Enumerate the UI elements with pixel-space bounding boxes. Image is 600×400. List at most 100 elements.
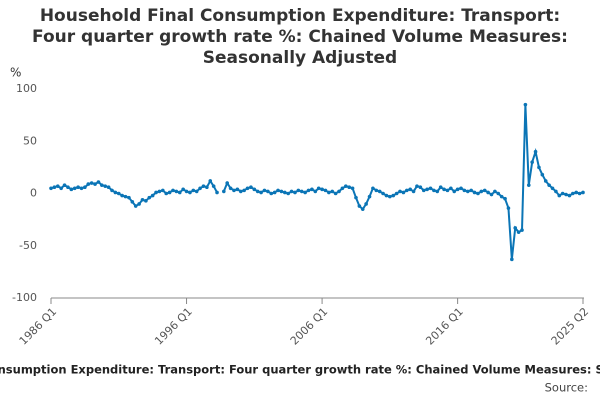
data-point	[567, 193, 572, 198]
data-point	[327, 190, 331, 195]
data-point	[140, 197, 145, 202]
data-point	[120, 193, 124, 198]
data-point	[347, 185, 351, 190]
data-point	[581, 190, 585, 195]
data-point	[255, 189, 260, 194]
data-point	[506, 206, 511, 210]
data-point	[560, 191, 565, 196]
data-point	[93, 182, 97, 186]
data-point	[316, 186, 321, 191]
data-point	[164, 191, 169, 196]
data-point	[215, 190, 219, 195]
series-line	[50, 104, 584, 260]
data-point	[543, 179, 548, 183]
data-point	[320, 187, 324, 192]
data-point	[520, 228, 524, 232]
data-point	[557, 193, 562, 198]
data-point	[571, 191, 575, 196]
data-point	[103, 184, 108, 188]
data-point	[418, 185, 423, 190]
data-point	[357, 204, 362, 208]
data-point	[350, 186, 355, 191]
y-tick-label: 100	[16, 82, 37, 95]
data-point	[205, 185, 209, 190]
data-point	[526, 183, 531, 187]
data-point	[574, 190, 579, 195]
data-point	[238, 189, 243, 194]
data-point	[52, 185, 57, 190]
data-point	[530, 160, 534, 164]
data-point	[537, 165, 541, 170]
data-point	[177, 190, 182, 195]
data-point	[493, 189, 497, 194]
data-point	[272, 190, 277, 195]
data-point	[523, 102, 528, 107]
data-point	[100, 183, 104, 187]
data-point	[564, 192, 568, 197]
data-point	[435, 189, 440, 194]
data-point	[371, 186, 375, 191]
data-point	[222, 189, 226, 194]
data-point	[510, 257, 514, 262]
chart-title: Household Final Consumption Expenditure:…	[32, 6, 568, 68]
data-point	[72, 186, 77, 191]
y-axis-label: %	[10, 66, 21, 80]
data-point	[398, 189, 402, 194]
data-point	[127, 195, 131, 200]
data-point	[333, 191, 338, 196]
x-tick-label: 2016 Q1	[423, 305, 466, 348]
data-point	[337, 189, 341, 194]
data-point	[323, 188, 328, 193]
data-point	[445, 188, 450, 193]
data-point	[550, 186, 555, 191]
data-point	[489, 192, 494, 197]
data-point	[540, 172, 545, 177]
data-point	[171, 188, 175, 193]
data-point	[432, 188, 436, 193]
legend-entry: Household Final Consumption Expenditure:…	[0, 363, 600, 377]
y-tick-label: -50	[19, 239, 37, 252]
data-point	[344, 184, 348, 188]
data-point	[249, 185, 253, 190]
data-point	[283, 190, 287, 195]
data-point	[76, 185, 80, 190]
data-point	[306, 188, 311, 193]
data-point	[442, 187, 446, 192]
data-point	[144, 199, 148, 203]
data-point	[394, 191, 399, 196]
data-point	[228, 186, 233, 191]
data-point	[59, 186, 63, 191]
data-point	[201, 184, 206, 188]
data-point	[455, 187, 460, 192]
data-point	[225, 181, 230, 185]
data-point	[137, 202, 141, 206]
data-point	[79, 186, 84, 191]
data-point	[401, 190, 406, 195]
y-tick-label: 50	[23, 134, 37, 147]
data-point	[259, 190, 263, 195]
data-point	[211, 184, 216, 188]
data-point	[367, 194, 372, 199]
data-point	[547, 183, 551, 187]
data-point	[110, 188, 114, 193]
data-point	[452, 189, 457, 194]
data-point	[462, 188, 467, 193]
data-point	[340, 186, 345, 191]
source: Source:	[545, 381, 588, 395]
data-point	[415, 184, 419, 188]
data-point	[174, 189, 179, 194]
data-point	[486, 190, 490, 195]
data-point	[66, 185, 70, 190]
data-point	[459, 186, 463, 191]
data-point	[554, 189, 558, 194]
data-point	[69, 187, 74, 192]
data-point	[245, 186, 250, 191]
x-tick-label: 2006 Q1	[288, 305, 331, 348]
x-tick-label: 2025 Q2	[549, 305, 592, 348]
data-point	[157, 189, 162, 194]
data-point	[310, 187, 314, 192]
data-point	[384, 193, 389, 198]
data-point	[130, 200, 135, 204]
data-point	[438, 185, 443, 190]
